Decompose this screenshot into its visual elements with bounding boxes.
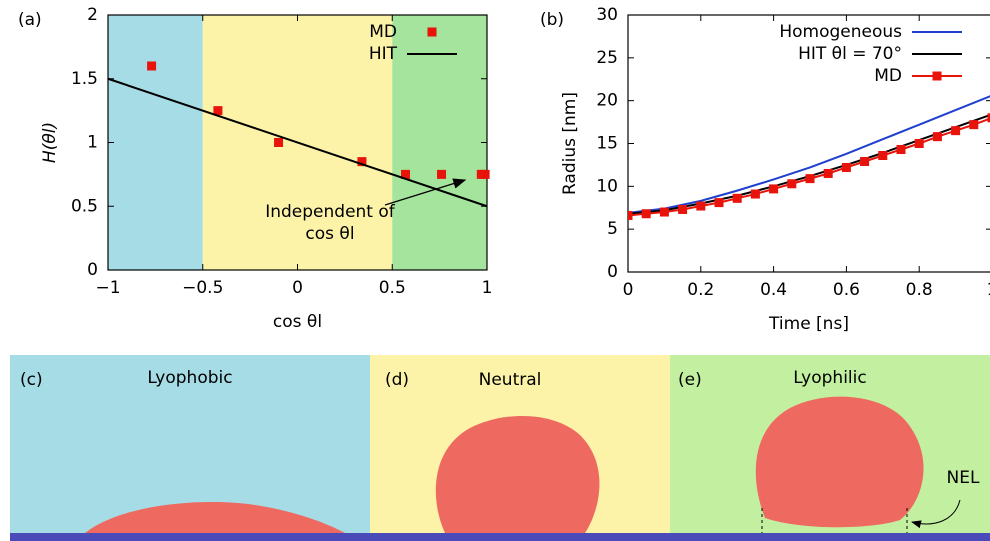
- x-tick-label: 0.6: [833, 280, 860, 300]
- data-point: [878, 151, 887, 160]
- figure: (c) Lyophobic (d) Neutral (e) Lyophilic …: [0, 0, 990, 541]
- data-point: [678, 205, 687, 214]
- data-point: [624, 211, 633, 220]
- series-line: [628, 96, 990, 213]
- legend-label: HIT θl = 70°: [798, 44, 902, 64]
- data-point: [860, 157, 869, 166]
- region: [108, 15, 203, 270]
- data-point: [787, 179, 796, 188]
- x-axis-label: cos θl: [273, 312, 322, 332]
- panel-label: (e): [678, 370, 702, 390]
- data-point: [951, 126, 960, 135]
- x-tick-label: 0.2: [687, 280, 714, 300]
- data-point: [733, 194, 742, 203]
- data-point: [147, 62, 156, 71]
- chart: 00.20.40.60.81051015202530(b)Time [ns]Ra…: [540, 5, 990, 334]
- panel-title: Neutral: [479, 370, 542, 390]
- legend-swatch: [428, 28, 437, 37]
- data-point: [842, 163, 851, 172]
- data-point: [660, 208, 669, 217]
- data-point: [751, 190, 760, 199]
- y-tick-label: 20: [596, 91, 618, 111]
- legend-swatch: [933, 72, 942, 81]
- panel-label: (d): [385, 370, 409, 390]
- data-point: [915, 139, 924, 148]
- bottom-panels: (c) Lyophobic (d) Neutral (e) Lyophilic …: [10, 355, 990, 541]
- x-tick-label: −1: [95, 278, 120, 298]
- page: (c) Lyophobic (d) Neutral (e) Lyophilic …: [0, 0, 990, 541]
- series-line: [628, 114, 990, 213]
- x-tick-label: 0: [623, 280, 634, 300]
- data-point: [696, 202, 705, 211]
- y-tick-label: 25: [596, 48, 618, 68]
- data-point: [481, 170, 490, 179]
- y-tick-label: 1.5: [71, 69, 98, 89]
- data-point: [769, 184, 778, 193]
- x-tick-label: 0.5: [379, 278, 406, 298]
- y-tick-label: 5: [607, 219, 618, 239]
- legend-label: MD: [874, 66, 902, 86]
- y-tick-label: 15: [596, 134, 618, 154]
- x-axis-label: Time [ns]: [768, 314, 849, 334]
- data-point: [969, 120, 978, 129]
- x-tick-label: 0.8: [906, 280, 933, 300]
- nel-label: NEL: [947, 468, 980, 488]
- y-tick-label: 2: [87, 5, 98, 25]
- x-tick-label: 0: [292, 278, 303, 298]
- y-axis-label: H(θl): [40, 122, 60, 163]
- y-tick-label: 30: [596, 5, 618, 25]
- plot-area: [624, 96, 990, 220]
- y-tick-label: 0: [607, 262, 618, 282]
- substrate: [10, 533, 990, 541]
- data-point: [897, 145, 906, 154]
- data-point: [642, 209, 651, 218]
- data-point: [933, 132, 942, 141]
- x-tick-label: −0.5: [182, 278, 223, 298]
- panel-label: (c): [20, 370, 43, 390]
- panel-title: Lyophobic: [147, 368, 232, 388]
- x-tick-label: 1: [482, 278, 493, 298]
- data-point: [806, 174, 815, 183]
- panel-title: Lyophilic: [793, 368, 866, 388]
- y-tick-label: 1: [87, 133, 98, 153]
- panel-label: (b): [540, 10, 564, 30]
- data-point: [437, 170, 446, 179]
- annotation: cos θl: [305, 224, 354, 244]
- y-tick-label: 0.5: [71, 196, 98, 216]
- y-tick-label: 10: [596, 176, 618, 196]
- legend-label: MD: [369, 22, 397, 42]
- data-point: [824, 169, 833, 178]
- annotation: Independent of: [265, 202, 396, 222]
- droplet-lyophilic: [756, 397, 924, 528]
- y-tick-label: 0: [87, 260, 98, 280]
- panel-label: (a): [18, 10, 42, 30]
- legend-label: HIT: [369, 44, 398, 64]
- data-point: [274, 138, 283, 147]
- x-tick-label: 0.4: [760, 280, 787, 300]
- x-tick-label: 1: [987, 280, 990, 300]
- legend-label: Homogeneous: [779, 22, 902, 42]
- data-point: [715, 198, 724, 207]
- y-axis-label: Radius [nm]: [560, 92, 580, 195]
